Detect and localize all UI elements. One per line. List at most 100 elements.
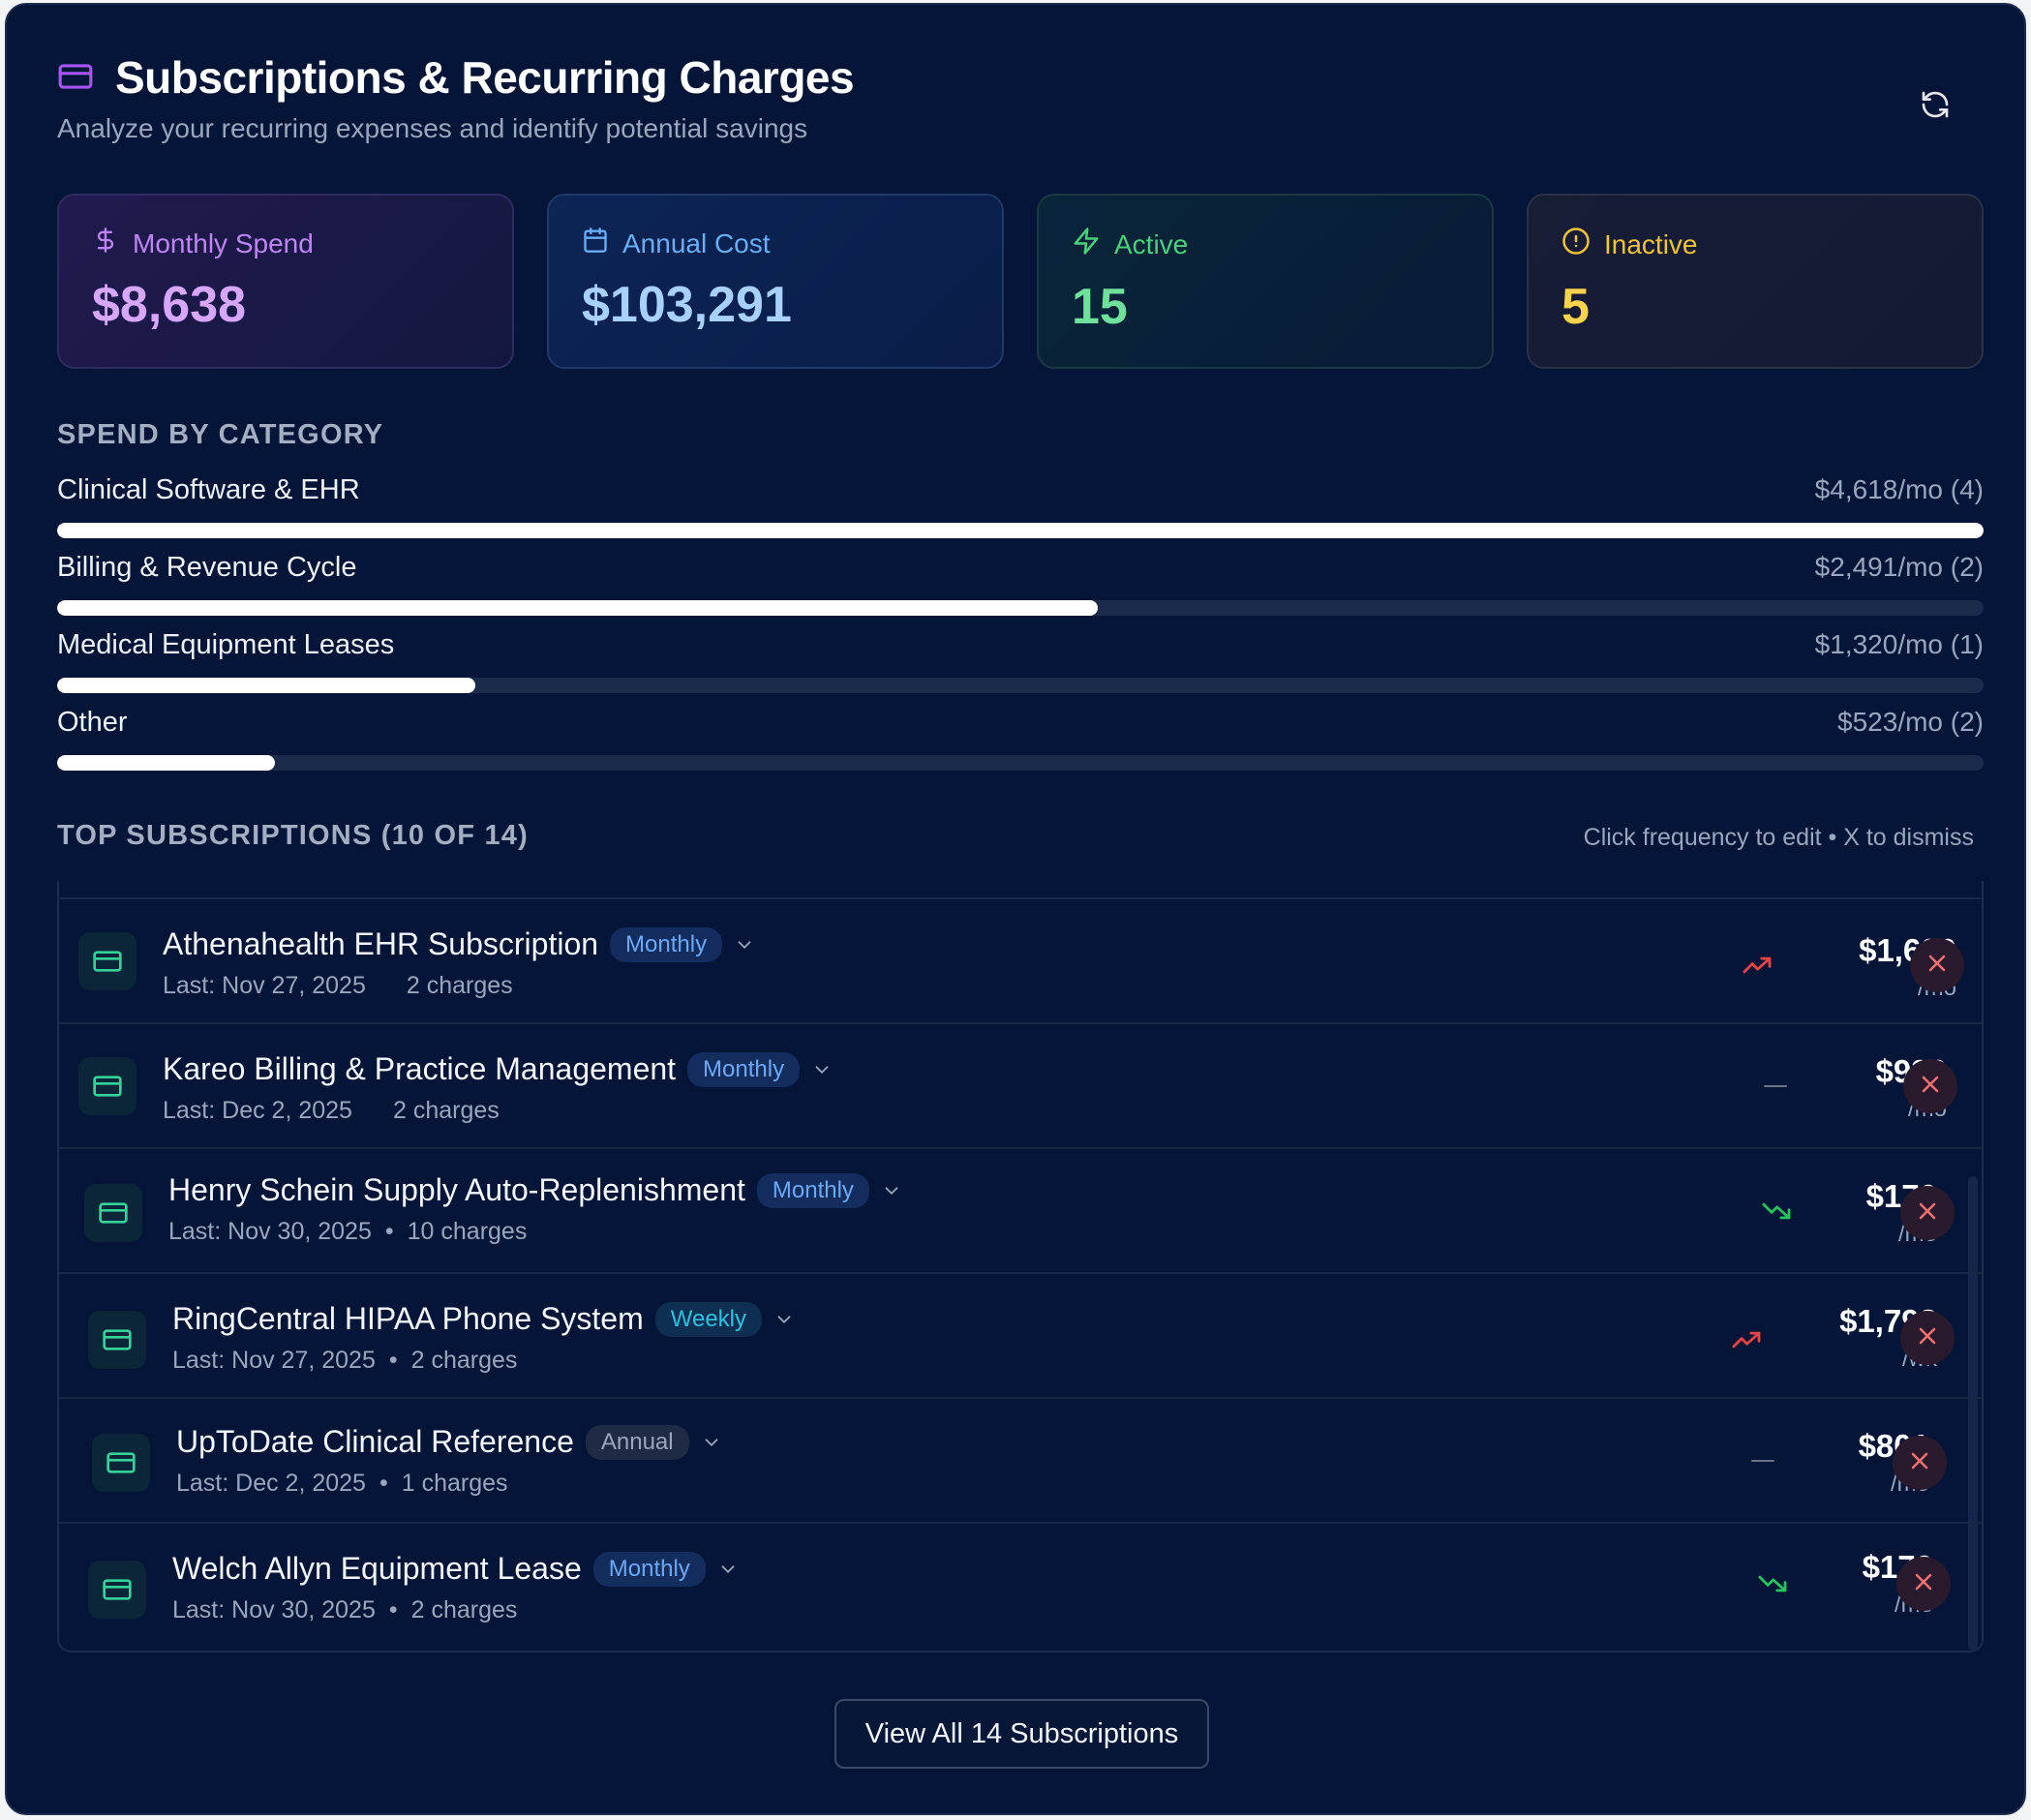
stat-value: 5: [1561, 279, 1590, 335]
subscriptions-section-title: TOP SUBSCRIPTIONS (10 OF 14): [57, 820, 529, 851]
category-bar-track: [57, 755, 1984, 771]
chevron-down-icon[interactable]: [734, 934, 755, 956]
frequency-badge[interactable]: Weekly: [654, 1301, 762, 1337]
subscription-name: UpToDate Clinical Reference: [176, 1424, 574, 1459]
category-name: Medical Equipment Leases: [57, 629, 395, 660]
charge-count: 2 charges: [392, 1097, 500, 1124]
trend-down-icon: [1757, 1572, 1792, 1595]
last-charge-date: Last: Nov 30, 2025: [168, 1218, 372, 1245]
frequency-badge[interactable]: Monthly: [592, 1551, 706, 1587]
category-item: Clinical Software & EHR $4,618/mo (4): [57, 474, 1984, 552]
category-bar-fill: [57, 523, 1984, 538]
subscription-row: UpToDate Clinical Reference Annual Last:…: [59, 1397, 1982, 1522]
trend-up-icon: [1731, 1328, 1766, 1351]
charge-count: 10 charges: [407, 1218, 528, 1245]
credit-card-icon: [78, 932, 136, 990]
last-charge-date: Last: Nov 27, 2025: [163, 972, 366, 999]
frequency-badge[interactable]: Annual: [585, 1424, 689, 1460]
dismiss-button[interactable]: [1903, 1059, 1957, 1113]
separator: •: [388, 1596, 398, 1623]
category-item: Medical Equipment Leases $1,320/mo (1): [57, 629, 1984, 707]
category-bar-fill: [57, 600, 1098, 616]
stat-label: Annual Cost: [622, 228, 771, 258]
charge-count: 2 charges: [406, 972, 513, 999]
last-charge-date: Last: Nov 27, 2025: [172, 1347, 376, 1374]
frequency-badge[interactable]: Monthly: [756, 1172, 869, 1208]
stat-annual-cost: Annual Cost $103,291: [547, 194, 1004, 369]
chevron-down-icon[interactable]: [717, 1559, 739, 1580]
stat-value: $8,638: [92, 277, 247, 333]
category-amount: $2,491/mo (2): [1814, 552, 1984, 582]
charge-count: 1 charges: [401, 1470, 508, 1497]
credit-card-icon: [88, 1311, 146, 1369]
subscription-name: RingCentral HIPAA Phone System: [172, 1301, 644, 1336]
category-item: Other $523/mo (2): [57, 707, 1984, 784]
close-icon: [1925, 952, 1949, 980]
stat-active: Active 15: [1037, 194, 1494, 369]
subscription-row: Kareo Billing & Practice Management Mont…: [59, 1022, 1982, 1147]
subscriptions-hint: Click frequency to edit • X to dismiss: [1583, 824, 1974, 851]
chevron-down-icon[interactable]: [773, 1309, 795, 1330]
subscription-list[interactable]: Athenahealth EHR Subscription Monthly La…: [57, 881, 1984, 1653]
chevron-down-icon[interactable]: [811, 1059, 833, 1080]
subscription-name: Henry Schein Supply Auto-Replenishment: [168, 1172, 745, 1207]
dismiss-button[interactable]: [1896, 1557, 1951, 1611]
dismiss-button[interactable]: [1900, 1186, 1955, 1240]
category-bar-track: [57, 600, 1984, 616]
category-name: Clinical Software & EHR: [57, 474, 360, 505]
refresh-button[interactable]: [1911, 82, 1959, 131]
category-bar-fill: [57, 678, 475, 693]
trend-down-icon: [1761, 1199, 1796, 1223]
category-item: Billing & Revenue Cycle $2,491/mo (2): [57, 552, 1984, 629]
close-icon: [1916, 1199, 1939, 1228]
close-icon: [1908, 1449, 1931, 1477]
chevron-down-icon[interactable]: [881, 1180, 902, 1201]
category-name: Other: [57, 707, 128, 738]
stats-row: Monthly Spend $8,638 Annual Cost $103,29…: [57, 194, 1984, 369]
separator: •: [384, 1218, 394, 1245]
trend-flat-icon: [1745, 1449, 1780, 1472]
charge-count: 2 charges: [410, 1596, 518, 1623]
category-list: Clinical Software & EHR $4,618/mo (4) Bi…: [57, 474, 1984, 784]
trend-flat-icon: [1758, 1075, 1793, 1098]
category-amount: $523/mo (2): [1837, 707, 1984, 737]
dismiss-button[interactable]: [1900, 1311, 1955, 1365]
title-row: Subscriptions & Recurring Charges: [57, 51, 1974, 104]
category-amount: $1,320/mo (1): [1814, 629, 1984, 659]
trend-up-icon: [1742, 954, 1776, 977]
separator: •: [388, 1347, 398, 1374]
frequency-badge[interactable]: Monthly: [687, 1051, 801, 1087]
view-all-button[interactable]: View All 14 Subscriptions: [834, 1699, 1209, 1769]
close-icon: [1912, 1570, 1935, 1598]
stat-label: Monthly Spend: [133, 228, 314, 258]
stat-value: 15: [1072, 279, 1128, 335]
subscription-name: Athenahealth EHR Subscription: [163, 926, 599, 961]
subscription-name: Welch Allyn Equipment Lease: [172, 1551, 582, 1586]
credit-card-icon: [84, 1184, 142, 1242]
category-bar-track: [57, 678, 1984, 693]
dollar-icon: [92, 227, 119, 260]
subscriptions-card: Subscriptions & Recurring Charges Analyz…: [5, 3, 2026, 1815]
stat-value: $103,291: [582, 277, 792, 333]
last-charge-date: Last: Nov 30, 2025: [172, 1596, 376, 1623]
category-name: Billing & Revenue Cycle: [57, 552, 357, 583]
dismiss-button[interactable]: [1893, 1436, 1947, 1490]
scrollbar[interactable]: [1968, 1176, 1978, 1651]
frequency-badge[interactable]: Monthly: [610, 926, 723, 962]
refresh-icon: [1920, 89, 1951, 125]
separator: •: [379, 1470, 388, 1497]
chevron-down-icon[interactable]: [701, 1432, 722, 1453]
page-subtitle: Analyze your recurring expenses and iden…: [57, 113, 808, 143]
subscription-row: Welch Allyn Equipment Lease Monthly Last…: [59, 1522, 1982, 1647]
last-charge-date: Last: Dec 2, 2025: [176, 1470, 366, 1497]
subscription-name: Kareo Billing & Practice Management: [163, 1051, 677, 1086]
category-amount: $4,618/mo (4): [1814, 474, 1984, 504]
stat-inactive: Inactive 5: [1527, 194, 1984, 369]
dismiss-button[interactable]: [1910, 938, 1964, 992]
subscription-row: Athenahealth EHR Subscription Monthly La…: [59, 897, 1982, 1022]
stat-monthly-spend: Monthly Spend $8,638: [57, 194, 514, 369]
page-title: Subscriptions & Recurring Charges: [115, 52, 855, 103]
subscription-row: Henry Schein Supply Auto-Replenishment M…: [59, 1147, 1982, 1272]
last-charge-date: Last: Dec 2, 2025: [163, 1097, 352, 1124]
category-section-title: SPEND BY CATEGORY: [57, 419, 384, 450]
